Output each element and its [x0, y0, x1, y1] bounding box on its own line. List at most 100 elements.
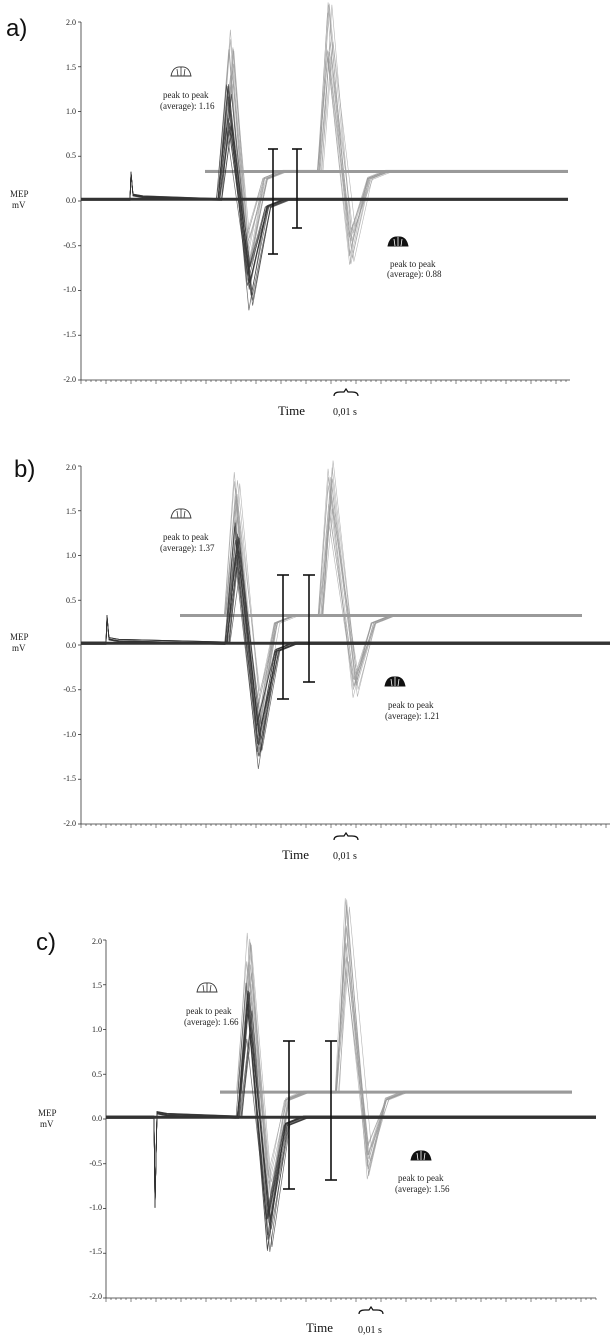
y-tick-labels: 2.0 1.5 1.0 0.5 0.0 -0.5 -1.0 -1.5 -2.0 — [63, 18, 76, 384]
y-axis-label: MEP mV — [38, 1108, 57, 1129]
y-axis-label: MEP mV — [10, 189, 29, 210]
y-tick-label: -2.0 — [89, 1292, 102, 1301]
y-tick-label: 0.5 — [66, 151, 76, 160]
annotation-filled: peak to peak (average): 1.56 — [395, 1150, 450, 1194]
mep-trace — [106, 1010, 596, 1248]
y-tick-label: 0.5 — [66, 596, 76, 605]
y-tick-label: 1.5 — [66, 507, 76, 516]
annotation-line-2: (average): 0.88 — [387, 269, 442, 279]
mep-trace — [81, 538, 610, 740]
filled-hand-icon — [387, 236, 409, 247]
annotation-line-1: peak to peak — [186, 1006, 232, 1016]
mep-trace — [180, 477, 582, 739]
y-tick-label: 2.0 — [92, 937, 102, 946]
y-tick-label: 1.0 — [92, 1025, 102, 1034]
mep-trace — [220, 905, 572, 1194]
y-tick-label: 0.0 — [92, 1114, 102, 1123]
annotation-line-2: (average): 1.16 — [160, 101, 215, 111]
y-tick-label: 1.0 — [66, 107, 76, 116]
mep-trace — [220, 906, 572, 1217]
mep-trace — [106, 1034, 596, 1230]
annotation-line-1: peak to peak — [388, 700, 434, 710]
mep-trace — [106, 1004, 596, 1236]
mep-trace — [220, 958, 572, 1210]
y-tick-label: 2.0 — [66, 463, 76, 472]
open-hand-icon — [170, 508, 192, 519]
scale-bar-label: 0,01 s — [333, 407, 357, 418]
panel-a: a) MEP mV 2.0 1.5 1.0 0.5 0.0 -0.5 -1.0 … — [6, 2, 570, 418]
y-tick-label: -1.5 — [89, 1247, 102, 1256]
annotation-line-2: (average): 1.56 — [395, 1184, 450, 1194]
mep-trace — [205, 49, 568, 242]
mep-trace — [106, 993, 596, 1250]
mep-trace — [220, 943, 572, 1194]
mep-trace — [205, 39, 568, 256]
y-tick-label: -0.5 — [89, 1159, 102, 1168]
y-tick-label: -0.5 — [63, 685, 76, 694]
y-tick-label: -1.0 — [63, 285, 76, 294]
annotation-open: peak to peak (average): 1.37 — [160, 508, 215, 553]
annotation-line-2: (average): 1.37 — [160, 543, 215, 553]
scale-bar: 0,01 s — [358, 1305, 384, 1336]
y-tick-label: 1.5 — [66, 63, 76, 72]
annotation-line-1: peak to peak — [163, 90, 209, 100]
mep-trace — [106, 982, 596, 1220]
traces-gray — [220, 898, 572, 1227]
mep-trace — [106, 990, 596, 1214]
annotation-filled: peak to peak (average): 1.21 — [384, 676, 439, 721]
open-hand-icon — [196, 982, 218, 993]
scale-bar-label: 0,01 s — [333, 851, 357, 862]
y-tick-label: -0.5 — [63, 241, 76, 250]
scale-bar: 0,01 s — [333, 387, 359, 418]
y-tick-label: -1.5 — [63, 774, 76, 783]
error-bars — [283, 1040, 337, 1190]
traces-gray — [205, 2, 568, 282]
mep-trace — [106, 1038, 596, 1220]
y-label-line-1: MEP — [10, 189, 29, 199]
x-axis-label: Time — [278, 403, 305, 418]
mep-trace — [205, 41, 568, 259]
y-label-line-2: mV — [12, 200, 26, 210]
mep-trace — [81, 533, 610, 736]
panel-b: b) MEP mV 2.0 1.5 1.0 0.5 0.0 -0.5 -1.0 … — [10, 456, 610, 862]
mep-trace — [81, 554, 610, 770]
y-tick-label: 2.0 — [66, 18, 76, 27]
annotation-line-1: peak to peak — [390, 259, 436, 269]
annotation-filled: peak to peak (average): 0.88 — [387, 236, 442, 279]
traces-dark — [81, 522, 610, 770]
mep-trace — [106, 1030, 596, 1252]
mep-trace — [106, 1001, 596, 1217]
mep-trace — [81, 541, 610, 737]
filled-hand-icon — [410, 1150, 432, 1161]
mep-trace — [220, 944, 572, 1183]
annotation-line-2: (average): 1.66 — [184, 1017, 239, 1027]
y-tick-label: 0.0 — [66, 641, 76, 650]
axes — [80, 466, 610, 825]
traces-dark — [106, 982, 596, 1252]
y-tick-label: -2.0 — [63, 819, 76, 828]
mep-trace — [81, 570, 610, 751]
x-axis-label: Time — [282, 847, 309, 862]
y-tick-label: -2.0 — [63, 375, 76, 384]
mep-trace — [220, 898, 572, 1180]
y-tick-label: 0.0 — [66, 196, 76, 205]
y-tick-label: -1.5 — [63, 330, 76, 339]
mep-trace — [106, 992, 596, 1226]
y-tick-labels: 2.0 1.5 1.0 0.5 0.0 -0.5 -1.0 -1.5 -2.0 — [63, 463, 76, 828]
mep-trace — [81, 539, 610, 757]
y-tick-label: -1.0 — [63, 730, 76, 739]
y-tick-labels: 2.0 1.5 1.0 0.5 0.0 -0.5 -1.0 -1.5 -2.0 — [89, 937, 102, 1301]
y-tick-label: -1.0 — [89, 1203, 102, 1212]
panel-c: c) MEP mV 2.0 1.5 1.0 0.5 0.0 -0.5 -1.0 … — [36, 898, 596, 1336]
scale-bar-label: 0,01 s — [358, 1325, 382, 1336]
mep-trace — [81, 557, 610, 753]
mep-trace — [81, 122, 568, 280]
y-tick-label: 1.0 — [66, 551, 76, 560]
panel-letter: a) — [6, 15, 27, 42]
annotation-open: peak to peak (average): 1.66 — [184, 982, 239, 1027]
annotation-line-1: peak to peak — [398, 1173, 444, 1183]
axes — [80, 22, 570, 381]
y-axis-label: MEP mV — [10, 632, 29, 653]
filled-hand-icon — [384, 676, 406, 687]
